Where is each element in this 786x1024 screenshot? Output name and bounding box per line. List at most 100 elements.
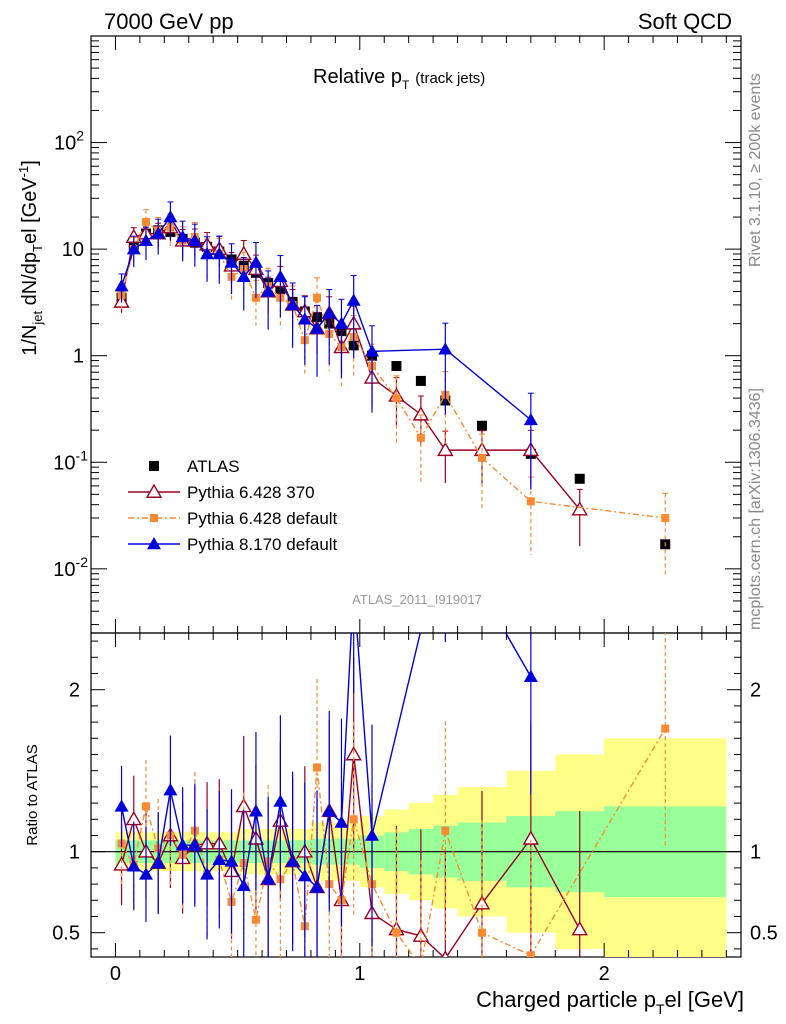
ratio-y-tick-label-right: 1 [750, 842, 761, 864]
marker-p8_default [365, 344, 380, 357]
ratio-marker-p8_default [365, 828, 380, 841]
x-axis-label: Charged particle pTel [GeV] [476, 987, 744, 1017]
marker-atlas [415, 375, 426, 386]
ratio-marker-p8_default [347, 579, 361, 591]
ratio-marker-p8_default [261, 872, 276, 885]
plot-title-sub: T [402, 78, 410, 92]
ratio-marker-p6_default [141, 802, 150, 811]
legend-marker-atlas [149, 461, 159, 471]
series-p6_370 [113, 216, 588, 547]
marker-p6_370 [412, 406, 430, 421]
ratio-marker-p8_default [297, 869, 312, 882]
ratio-marker-p8_default [114, 799, 129, 812]
legend-marker-p6_370 [145, 483, 163, 498]
series-p8_default [114, 201, 538, 490]
marker-p6_default [661, 513, 670, 522]
ratio-marker-p8_default [163, 783, 178, 796]
ratio-marker-p8_default [212, 852, 227, 866]
marker-p8_default [346, 293, 361, 306]
marker-p6_370 [571, 501, 588, 516]
plot-title-paren: (track jets) [415, 70, 485, 87]
ratio-marker-p6_default [661, 724, 670, 733]
ratio-marker-p8_default [285, 854, 300, 867]
marker-atlas [476, 420, 487, 431]
ratio-plot-layer: 0 1 2 0.5 0.5 1 1 2 2 [52, 521, 778, 985]
marker-p8_default [200, 247, 215, 260]
marker-p8_default [297, 312, 312, 325]
legend-label-atlas: ATLAS [187, 457, 240, 476]
marker-p8_default [138, 233, 153, 246]
marker-p8_default [163, 210, 178, 223]
marker-p6_default [313, 293, 322, 302]
ratio-marker-p8_default [138, 867, 153, 880]
ratio-y-tick-label-right: 0.5 [750, 923, 778, 945]
ratio-marker-p6_default [251, 915, 260, 924]
ratio-marker-p8_default [236, 878, 251, 891]
ratio-marker-p6_default [392, 928, 401, 937]
side-label-rivet: Rivet 3.1.10, ≥ 200k events [747, 73, 764, 267]
ratio-marker-p8_default [175, 838, 190, 851]
ratio-marker-p6_default [526, 951, 535, 957]
ratio-marker-p6_370 [473, 895, 491, 910]
ratio-series-group [113, 521, 670, 971]
marker-p8_default [310, 321, 325, 334]
legend-marker-p6_default [150, 514, 158, 522]
legend: ATLAS Pythia 6.428 370 Pythia 6.428 defaul… [128, 457, 338, 554]
marker-atlas [574, 473, 585, 484]
marker-p8_default [322, 306, 337, 319]
main-series-group [113, 201, 671, 575]
marker-p8_default [285, 297, 300, 311]
legend-label-p6_370: Pythia 6.428 370 [187, 483, 315, 502]
ratio-marker-p8_default [310, 880, 325, 893]
plot-title-main: Relative p [313, 66, 402, 88]
ratio-marker-p8_default [334, 815, 349, 828]
main-y-tick-label: 102 [54, 128, 84, 155]
analysis-watermark: ATLAS_2011_I919017 [352, 592, 482, 607]
main-ylabel: 1/Njet dN/dpTel [GeV-1] [16, 160, 45, 356]
ratio-ylabel: Ratio to ATLAS [24, 744, 41, 845]
marker-p8_default [212, 247, 227, 260]
legend-label-p6_default: Pythia 6.428 default [187, 509, 338, 528]
ratio-marker-p6_370 [441, 950, 450, 957]
ratio-marker-p8_default [187, 838, 202, 851]
ratio-plot-frame [90, 632, 742, 958]
ratio-marker-p6_default [477, 928, 486, 937]
side-label-mcplots: mcplots.cern.ch [arXiv:1306.3436] [747, 388, 764, 630]
ratio-marker-p6_default [441, 826, 450, 835]
ratio-marker-p6_default [313, 763, 322, 772]
main-y-tick-label: 1 [73, 346, 84, 368]
ratio-marker-p6_370 [522, 830, 540, 845]
x-tick-label: 2 [599, 963, 610, 985]
ratio-series-p8_default [114, 521, 538, 957]
ratio-marker-p6_default [349, 815, 358, 824]
marker-p6_default [416, 433, 425, 442]
main-plot-layer: 10-2 10-1 1 10 102 [53, 36, 741, 633]
marker-p8_default [236, 269, 251, 283]
main-y-tick-label: 10 [62, 239, 84, 261]
marker-p8_default [273, 269, 288, 283]
series-line-p6_default [120, 220, 666, 519]
marker-p8_default [151, 226, 166, 239]
marker-p8_default [248, 255, 263, 268]
plot-title: Relative pT (track jets) [313, 66, 485, 92]
ratio-marker-p8_default [151, 856, 166, 869]
marker-p6_default [141, 217, 150, 226]
ratio-marker-p8_default [438, 521, 452, 533]
ratio-marker-p8_default [126, 859, 141, 872]
ratio-marker-p8_default [248, 804, 263, 817]
legend-marker-p8_default [147, 537, 161, 550]
x-tick-label: 0 [110, 963, 121, 985]
ratio-y-tick-label: 0.5 [52, 923, 80, 945]
marker-p8_default [523, 412, 538, 426]
marker-p8_default [334, 316, 349, 329]
ratio-marker-p6_default [417, 963, 425, 971]
ratio-marker-p8_default [523, 669, 538, 682]
marker-p8_default [126, 242, 141, 255]
x-tick-label: 1 [354, 963, 365, 985]
ratio-y-tick-label-right: 2 [750, 680, 761, 702]
main-y-tick-label: 10-1 [53, 447, 88, 474]
ratio-marker-p6_370 [571, 921, 588, 936]
ratio-marker-p8_default [273, 794, 288, 807]
marker-p8_default [261, 284, 276, 297]
